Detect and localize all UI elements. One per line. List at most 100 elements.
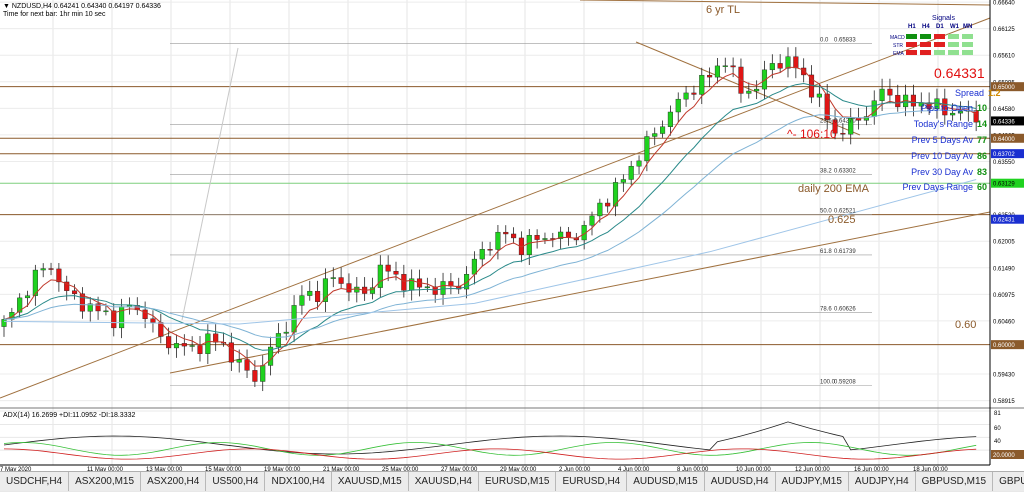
signal-cell <box>934 42 945 47</box>
candle-bull <box>542 238 548 240</box>
signal-cell <box>948 50 959 55</box>
candle-bull <box>275 333 281 348</box>
candle-bull <box>495 231 501 250</box>
ema-5-line <box>3 66 977 367</box>
signal-cell <box>920 42 931 47</box>
candle-bear <box>605 202 611 207</box>
price-axis-label: 0.60460 <box>993 319 1015 325</box>
fib-price-label: 0.62521 <box>834 209 856 215</box>
adx-tick-40: 40 <box>994 439 1001 445</box>
candle-bull <box>652 133 658 137</box>
candle-bear <box>895 94 901 108</box>
info-value-prev30: 83 <box>977 167 987 177</box>
candle-bear <box>56 268 62 283</box>
adx-tick-81: 81 <box>994 411 1001 417</box>
adx-current-box <box>991 450 1024 459</box>
price-tag-box <box>991 214 1024 224</box>
signal-cell <box>906 42 917 47</box>
candle-bull <box>330 277 336 279</box>
candle-bull <box>103 310 109 313</box>
candle-bull <box>1 319 7 327</box>
tab-xauusd-h4[interactable]: XAUUSD,H4 <box>408 472 479 491</box>
candle-bull <box>440 281 446 295</box>
time-axis-label: 19 May 00:00 <box>264 467 301 471</box>
level-060-label: 0.60 <box>955 319 976 331</box>
price-axis-label: 0.60975 <box>993 293 1015 299</box>
time-axis-label: 16 Jun 00:00 <box>854 467 889 471</box>
candle-bear <box>887 88 893 96</box>
candle-bull <box>871 100 877 117</box>
fib-price-label: 0.61739 <box>834 249 856 255</box>
candle-bull <box>816 93 822 98</box>
candle-bull <box>479 249 485 260</box>
price-axis-label: 0.64336 <box>993 119 1015 125</box>
info-label-today: Today's Range <box>914 119 973 129</box>
candle-bull <box>660 126 666 134</box>
candle-bear <box>401 274 407 291</box>
price-axis-label: 0.66640 <box>993 1 1015 7</box>
signal-cell <box>962 42 973 47</box>
candle-bear <box>150 318 156 323</box>
fib-level-label: 0.0 <box>820 38 829 44</box>
tab-asx200-m15[interactable]: ASX200,M15 <box>69 472 142 491</box>
tab-eurusd-m15[interactable]: EURUSD,M15 <box>478 472 557 491</box>
candle-bull <box>675 98 681 113</box>
tab-audusd-m15[interactable]: AUDUSD,M15 <box>627 472 705 491</box>
info-value-pips: 10 <box>977 103 987 113</box>
signal-cell <box>962 34 973 39</box>
time-axis-label: 8 Jun 00:00 <box>677 467 709 471</box>
tab-audusd-h4[interactable]: AUDUSD,H4 <box>704 472 776 491</box>
tab-audjpy-h4[interactable]: AUDJPY,H4 <box>848 472 916 491</box>
candle-bull <box>526 235 532 255</box>
candle-bull <box>950 112 956 116</box>
candle-bear <box>213 333 219 343</box>
candle-bear <box>72 290 78 294</box>
candle-bull <box>699 74 705 95</box>
time-axis-label: 4 Jun 00:00 <box>618 467 650 471</box>
signal-cell <box>920 50 931 55</box>
fib-price-label: 0.59208 <box>834 379 856 385</box>
candle-bull <box>957 111 964 114</box>
tab-usdchf-h4[interactable]: USDCHF,H4 <box>0 472 70 491</box>
adx-plus-di-line <box>3 442 977 456</box>
ema-15-line <box>3 82 977 351</box>
candle-bull <box>644 136 650 162</box>
info-panel: Spread 1.2 Pips to Open 10 Today's Range… <box>902 88 1000 192</box>
signal-row-ema-label: EMA <box>893 51 905 57</box>
candle-bull <box>558 231 564 239</box>
price-axis-label: 0.63129 <box>993 182 1015 188</box>
time-axis-label: 21 May 00:00 <box>323 467 360 471</box>
tab-xauusd-m15[interactable]: XAUUSD,M15 <box>331 472 409 491</box>
tab-gbpusd-h4[interactable]: GBPUSD,H4 <box>993 472 1024 491</box>
price-axis-label: 0.64000 <box>993 137 1015 143</box>
tab-ndx100-h4[interactable]: NDX100,H4 <box>265 472 332 491</box>
symbol-tab-bar: USDCHF,H4 ASX200,M15 ASX200,H4 US500,H4 NDX1… <box>0 471 1024 492</box>
tab-eurusd-h4[interactable]: EURUSD,H4 <box>556 472 628 491</box>
signal-cell <box>934 50 945 55</box>
candle-bear <box>244 359 250 371</box>
tab-us500-h4[interactable]: US500,H4 <box>206 472 266 491</box>
signal-cell <box>948 42 959 47</box>
signal-row-macd-label: MACD <box>890 35 905 41</box>
fib-price-label: 0.60626 <box>834 306 856 312</box>
tab-audjpy-m15[interactable]: AUDJPY,M15 <box>775 472 849 491</box>
gray-trendline <box>181 47 239 321</box>
info-label-prev5: Prev 5 Days Av <box>912 135 974 145</box>
signals-panel: Signals H1 H4 D1 W1 MN MACD STR EMA <box>890 15 973 57</box>
candle-bear <box>511 233 517 239</box>
candle-bear <box>432 286 438 295</box>
info-label-pips: Pips to Open <box>921 103 973 113</box>
candle-bear <box>111 310 117 329</box>
info-value-prev10: 86 <box>977 151 987 161</box>
candle-bull <box>260 365 266 382</box>
info-value-today: 14 <box>977 119 987 129</box>
signal-cell <box>906 50 917 55</box>
time-axis-label: 15 May 00:00 <box>205 467 242 471</box>
candle-bear <box>197 345 203 354</box>
tab-asx200-h4[interactable]: ASX200,H4 <box>141 472 207 491</box>
candle-bear <box>346 283 352 293</box>
tab-gbpusd-m15[interactable]: GBPUSD,M15 <box>915 472 994 491</box>
price-axis-label: 0.58915 <box>993 399 1015 405</box>
price-tag-box <box>991 82 1024 92</box>
